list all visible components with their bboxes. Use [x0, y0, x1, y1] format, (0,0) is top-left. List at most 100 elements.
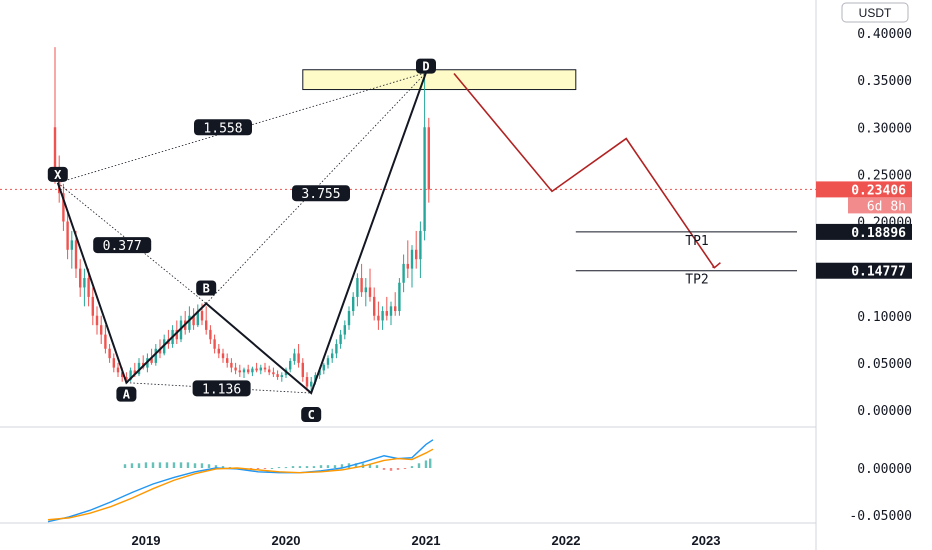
candle-body: [310, 381, 313, 387]
macd-histogram-bar: [144, 462, 148, 468]
candle-body: [95, 315, 99, 326]
price-tick-label: 0.25000: [857, 168, 912, 183]
candle-body: [385, 311, 388, 316]
candle-body: [104, 334, 107, 349]
candle-body: [331, 353, 334, 359]
candle-body: [301, 362, 304, 378]
point-label-d: D: [422, 60, 429, 74]
candle-body: [268, 369, 271, 373]
candle-body: [74, 240, 78, 269]
candle-body: [150, 358, 153, 363]
candle-body: [83, 278, 86, 288]
target-price-value: 0.18896: [851, 226, 906, 241]
ratio-label: 1.136: [202, 382, 241, 397]
candle-body: [192, 315, 195, 326]
candle-body: [381, 311, 384, 321]
candle-body: [318, 370, 321, 376]
candle-body: [263, 367, 267, 370]
price-tick-label: 0.10000: [857, 310, 912, 325]
macd-histogram-bar: [193, 463, 197, 468]
candle-body: [289, 360, 292, 370]
macd-histogram-bar: [298, 466, 302, 468]
pattern-legs: [56, 72, 427, 395]
price-tick-label: 0.35000: [857, 74, 912, 89]
candle-body: [125, 377, 128, 380]
d-completion-zone[interactable]: [302, 69, 577, 91]
candle-body: [343, 325, 346, 335]
target-price-badge: [816, 223, 912, 240]
candlestick-series: [53, 47, 430, 394]
candle-body: [70, 240, 73, 250]
time-tick-label: 2022: [552, 533, 581, 548]
macd-histogram-bar: [151, 462, 155, 468]
candle-body: [53, 127, 57, 175]
macd-histogram-bar: [186, 462, 190, 468]
macd-histogram-bar: [256, 468, 260, 469]
candle-body: [339, 334, 342, 345]
time-tick-label: 2019: [132, 533, 161, 548]
target-price-value: 0.14777: [851, 265, 906, 280]
ratio-line: [57, 72, 427, 184]
candle-body: [360, 278, 363, 293]
candle-body: [326, 358, 330, 365]
candle-body: [226, 358, 229, 363]
current-price-value: 0.23406: [851, 183, 906, 198]
price-axis[interactable]: 0.400000.350000.300000.250000.200000.150…: [857, 27, 912, 419]
point-label-a: A: [123, 388, 131, 402]
time-tick-label: 2021: [412, 533, 441, 548]
macd-line: [47, 439, 434, 523]
candle-body: [217, 348, 220, 354]
currency-badge[interactable]: USDT: [841, 2, 909, 23]
candle-body: [347, 311, 351, 326]
candle-body: [133, 370, 136, 375]
candle-body: [259, 367, 262, 371]
candle-body: [247, 369, 250, 373]
projection-path[interactable]: [453, 73, 716, 269]
candle-body: [112, 358, 115, 368]
candle-body: [427, 127, 430, 190]
ratio-label-box: [194, 119, 252, 136]
xabcd-pattern[interactable]: X A B C D 1.558 0.377 3.755 1.136: [47, 58, 436, 423]
candle-body: [234, 367, 237, 371]
macd-histogram-bar: [228, 467, 232, 469]
candle-body: [205, 320, 208, 330]
macd-tick-label: 0.00000: [857, 462, 912, 477]
ratio-label-box: [93, 237, 152, 254]
macd-histogram-bar: [263, 468, 267, 469]
candle-body: [297, 353, 300, 363]
candle-body: [364, 287, 367, 293]
candle-body: [402, 263, 405, 283]
candle-body: [221, 353, 225, 359]
point-label-box: [196, 280, 217, 296]
ratio-line: [126, 382, 312, 394]
ratio-label: 0.377: [103, 239, 142, 254]
macd-histogram-bar: [179, 462, 183, 468]
candle-body: [377, 315, 380, 321]
current-price-badge: 0.23406 6d 8h: [816, 181, 912, 214]
candle-body: [415, 249, 418, 260]
candle-body: [251, 368, 254, 373]
candle-body: [137, 362, 141, 375]
candle-body: [158, 348, 162, 354]
time-axis[interactable]: 2019 2020 2021 2022 2023: [132, 533, 721, 548]
macd-histogram-bar: [200, 463, 204, 468]
macd-histogram-bar: [284, 467, 288, 469]
price-tick-label: 0.00000: [857, 404, 912, 419]
macd-histogram-bar: [389, 468, 393, 471]
candle-body: [230, 362, 233, 368]
ratio-label-box: [292, 185, 350, 202]
candle-body: [121, 372, 124, 378]
candle-body: [322, 364, 325, 371]
point-label-box: [301, 407, 322, 423]
candle-body: [394, 306, 397, 312]
candle-body: [373, 296, 376, 316]
candle-body: [255, 368, 258, 371]
target-label-tp2: TP2: [685, 273, 708, 288]
candle-body: [410, 249, 414, 269]
macd-histogram-bar: [417, 463, 421, 468]
macd-histogram-bar: [326, 465, 330, 468]
candle-body: [79, 268, 82, 288]
ratio-line: [205, 72, 427, 304]
target-levels[interactable]: TP1 0.18896 TP2 0.14777: [575, 223, 912, 288]
